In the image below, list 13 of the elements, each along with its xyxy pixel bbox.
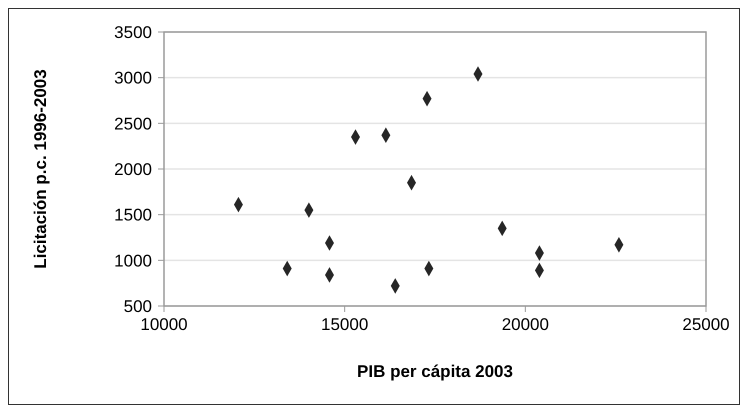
y-tick-label: 3500: [114, 22, 152, 42]
x-tick-label: 10000: [140, 315, 188, 334]
x-tick-label: 20000: [502, 315, 549, 334]
x-tick-label: 25000: [682, 315, 730, 334]
y-tick-label: 3000: [114, 68, 152, 88]
y-axis-title: Licitación p.c. 1996-2003: [31, 69, 50, 269]
x-tick-label: 15000: [321, 315, 368, 334]
y-tick-label: 1500: [114, 206, 152, 225]
y-tick-label: 2500: [114, 114, 152, 134]
x-axis-title: PIB per cápita 2003: [357, 362, 513, 381]
y-tick-label: 500: [124, 296, 152, 316]
y-tick-label: 2000: [114, 160, 152, 179]
y-tick-label: 1000: [114, 251, 152, 270]
